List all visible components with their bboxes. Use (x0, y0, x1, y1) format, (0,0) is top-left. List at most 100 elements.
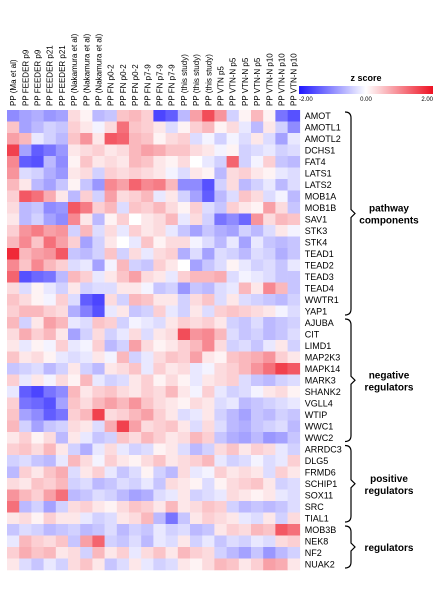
heatmap-cell (287, 305, 301, 318)
heatmap-cell (68, 317, 81, 329)
heatmap-cell (153, 271, 166, 283)
row-label: NF2 (305, 548, 322, 558)
heatmap-cell (31, 489, 44, 502)
heatmap-cell (31, 271, 44, 283)
heatmap-cell (263, 305, 276, 318)
heatmap-cell (226, 397, 240, 410)
heatmap-cell (287, 110, 301, 122)
heatmap-cell (165, 202, 179, 214)
heatmap-cell (43, 535, 57, 548)
heatmap-cell (19, 271, 32, 283)
heatmap-cell (104, 236, 118, 249)
heatmap-cell (92, 340, 105, 352)
heatmap-cell (153, 363, 166, 375)
heatmap-cell (68, 156, 81, 168)
heatmap-cell (68, 478, 81, 490)
heatmap-cell (287, 363, 301, 375)
heatmap-cell (104, 167, 118, 180)
heatmap-cell (153, 259, 166, 272)
heatmap-cell (238, 351, 252, 364)
heatmap-cell (287, 397, 301, 410)
heatmap-cell (116, 489, 130, 502)
heatmap-cell (43, 156, 57, 168)
column-label: PP FEEDER p9 (21, 49, 30, 106)
group-label: positive (370, 474, 408, 485)
heatmap-cell (238, 236, 252, 249)
heatmap-cell (104, 305, 118, 318)
heatmap-cell (275, 409, 288, 421)
heatmap-cell (55, 363, 69, 375)
row-label: AMOTL1 (305, 122, 341, 132)
heatmap-cell (165, 443, 179, 456)
heatmap-cell (129, 535, 142, 548)
column-label: PP VTN-N p5 (241, 57, 250, 106)
heatmap-cell (116, 363, 130, 375)
heatmap-cell (141, 547, 154, 559)
column-label: PP VTN p5 (217, 66, 226, 106)
heatmap-cell (165, 489, 179, 502)
heatmap-cell (287, 489, 301, 502)
heatmap-cell (214, 478, 227, 490)
heatmap-cell (43, 294, 57, 306)
heatmap-cell (263, 202, 276, 214)
heatmap-cell (238, 317, 252, 329)
heatmap-cell (275, 386, 288, 398)
heatmap-cell (202, 535, 215, 548)
heatmap-cell (251, 432, 264, 444)
column-label: PP (this study) (204, 54, 213, 106)
heatmap-cell (165, 386, 179, 398)
heatmap-cell (226, 305, 240, 318)
heatmap-cell (190, 248, 203, 260)
heatmap-cell (104, 225, 118, 237)
heatmap-cell (19, 190, 32, 203)
heatmap-cell (80, 328, 93, 341)
heatmap-cell (190, 547, 203, 559)
heatmap-cell (129, 466, 142, 479)
heatmap-cell (129, 443, 142, 456)
heatmap-cell (116, 213, 130, 226)
row-label: FAT4 (305, 157, 326, 167)
heatmap-cell (202, 386, 215, 398)
heatmap-cell (251, 547, 264, 559)
heatmap-cell (129, 328, 142, 341)
heatmap-cell (202, 179, 215, 191)
heatmap-cell (202, 443, 215, 456)
heatmap-cell (129, 397, 142, 410)
heatmap-cell (202, 282, 215, 295)
heatmap-cell (238, 501, 252, 513)
heatmap-cell (68, 202, 81, 214)
heatmap-cell (275, 443, 288, 456)
heatmap-cell (165, 524, 179, 536)
heatmap-cell (165, 512, 179, 525)
heatmap-cell (92, 489, 105, 502)
heatmap-cell (153, 432, 166, 444)
heatmap-cell (80, 167, 93, 180)
heatmap-cell (141, 236, 154, 249)
heatmap-cell (104, 374, 118, 387)
heatmap-cell (68, 305, 81, 318)
heatmap-cell (190, 455, 203, 467)
heatmap-cell (31, 156, 44, 168)
heatmap-cell (190, 374, 203, 387)
heatmap-cell (19, 317, 32, 329)
heatmap-cell (153, 328, 166, 341)
heatmap-cell (202, 420, 215, 433)
heatmap-cell (238, 144, 252, 157)
group-bracket (344, 318, 356, 443)
heatmap-cell (31, 294, 44, 306)
heatmap-cell (165, 282, 179, 295)
heatmap-cell (165, 535, 179, 548)
heatmap-cell (7, 156, 20, 168)
heatmap-cell (251, 397, 264, 410)
heatmap-cell (141, 340, 154, 352)
heatmap-cell (238, 271, 252, 283)
heatmap-cell (129, 524, 142, 536)
heatmap-cell (80, 179, 93, 191)
heatmap-cell (214, 190, 227, 203)
heatmap-cell (7, 501, 20, 513)
column-label: PP VTN-N p10 (290, 53, 299, 106)
heatmap-cell (43, 455, 57, 467)
heatmap-cell (68, 489, 81, 502)
heatmap-cell (43, 374, 57, 387)
heatmap-cell (263, 558, 276, 571)
